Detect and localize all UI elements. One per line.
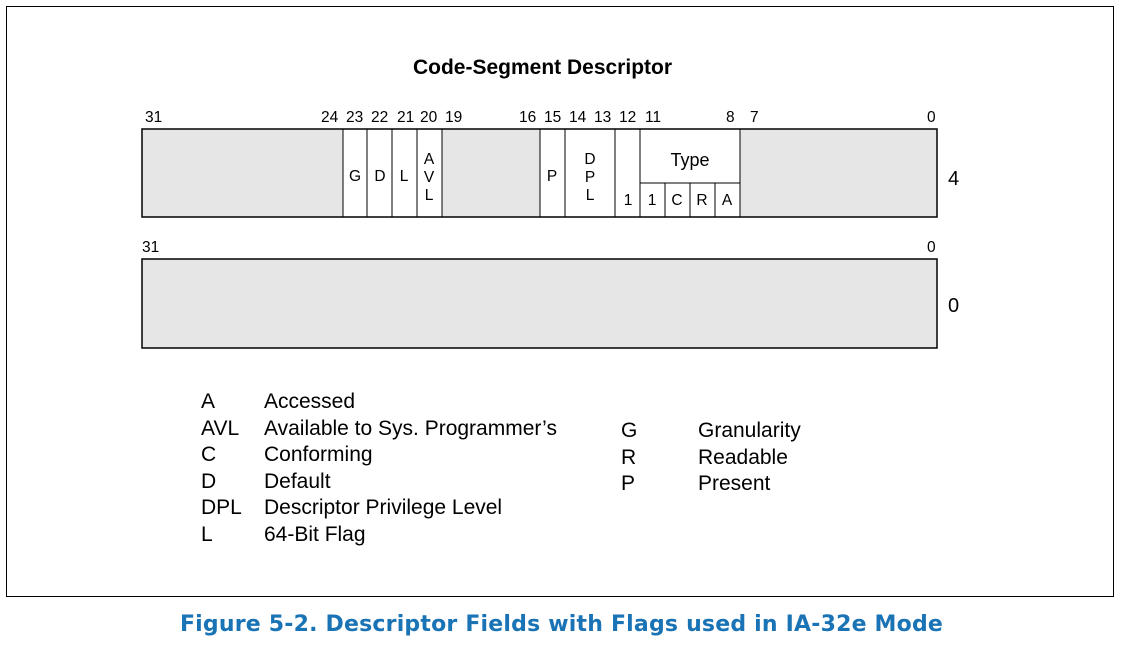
field-dividers [342, 129, 741, 217]
bit-label-31: 31 [145, 109, 162, 126]
legend-desc: 64-Bit Flag [264, 522, 366, 546]
upper-dword-box: G D L A V L P D P L 1 Type 1 C R A 4 [141, 128, 959, 218]
legend-desc: Accessed [264, 390, 356, 413]
legend-desc: Default [264, 469, 331, 493]
bit-label-11: 11 [645, 109, 661, 126]
legend-item: C Conforming [201, 442, 557, 469]
legend-key: A [201, 390, 216, 413]
legend-key: AVL [201, 416, 240, 440]
figure-caption: Figure 5-2. Descriptor Fields with Flags… [179, 612, 944, 637]
legend-desc: Present [698, 472, 771, 495]
field-s-bit: 1 [624, 192, 633, 209]
field-p: P [547, 168, 557, 185]
bit-label-12: 12 [619, 109, 636, 126]
legend-key: L [201, 522, 213, 546]
field-dpl-p: P [585, 169, 595, 186]
legend-right: G Granularity R Readable P Present [621, 418, 801, 498]
lower-bit-label-31: 31 [142, 239, 159, 256]
bit-label-7: 7 [750, 109, 759, 126]
base-31-24-field [142, 129, 343, 217]
legend-item: D Default [201, 469, 557, 496]
field-letters: G D L A V L P D P L 1 Type 1 C R A [349, 150, 733, 209]
bit-label-22: 22 [371, 109, 388, 126]
type-bit-c: C [671, 192, 682, 209]
field-avl-a: A [424, 151, 435, 168]
legend-item: A Accessed [201, 389, 557, 416]
type-bit-a: A [722, 192, 733, 209]
descriptor-diagram: 31 24 23 22 21 20 19 16 15 14 13 12 11 8… [141, 109, 959, 349]
upper-dword-offset: 4 [948, 168, 959, 190]
bit-label-16: 16 [519, 109, 536, 126]
legend-key: D [201, 469, 217, 493]
bit-label-21: 21 [397, 109, 414, 126]
lower-dword-offset: 0 [948, 295, 959, 317]
legend-desc: Available to Sys. Programmer’s [264, 416, 557, 440]
legend-left: A Accessed AVL Available to Sys. Program… [201, 389, 557, 548]
bit-label-20: 20 [420, 109, 438, 126]
field-avl-l: L [425, 187, 434, 204]
legend-desc: Conforming [264, 443, 373, 466]
diagram-title: Code-Segment Descriptor [412, 56, 673, 79]
bit-label-8: 8 [726, 109, 735, 126]
legend-key: G [621, 419, 638, 442]
upper-dword-bit-labels: 31 24 23 22 21 20 19 16 15 14 13 12 11 8… [145, 109, 936, 126]
seg-limit-19-16-field [442, 129, 540, 217]
type-label: Type [670, 150, 709, 170]
legend-key: DPL [201, 496, 242, 519]
legend-key: P [621, 472, 636, 495]
legend-item: L 64-Bit Flag [201, 522, 557, 549]
legend-desc: Readable [698, 445, 788, 469]
bit-label-19: 19 [445, 109, 462, 126]
field-g: G [349, 168, 361, 185]
legend-key: R [621, 445, 637, 469]
legend-item: G Granularity [621, 418, 801, 445]
field-dpl-d: D [584, 151, 595, 168]
lower-dword-box: 0 [141, 258, 959, 349]
legend-desc: Descriptor Privilege Level [264, 496, 503, 519]
type-bit-r: R [696, 192, 707, 209]
bit-label-15: 15 [544, 109, 561, 126]
field-l: L [400, 168, 409, 185]
field-avl-v: V [424, 169, 435, 186]
bit-label-14: 14 [569, 109, 587, 126]
type-bit-1: 1 [648, 192, 657, 209]
legend-key: C [201, 443, 217, 466]
legend-item: R Readable [621, 445, 801, 472]
figure-frame [6, 6, 1114, 597]
lower-bit-label-0: 0 [927, 239, 936, 256]
legend-item: DPL Descriptor Privilege Level [201, 495, 557, 522]
legend-desc: Granularity [698, 419, 801, 442]
bit-label-13: 13 [594, 109, 611, 126]
field-d: D [374, 168, 385, 185]
legend-item: AVL Available to Sys. Programmer’s [201, 416, 557, 443]
lower-dword-bit-labels: 31 0 [142, 239, 936, 256]
bit-label-24: 24 [321, 109, 339, 126]
bit-label-23: 23 [346, 109, 363, 126]
legend-item: P Present [621, 471, 801, 498]
lower-dword-outline [141, 258, 938, 349]
bit-label-0: 0 [927, 109, 936, 126]
field-dpl-l: L [586, 187, 595, 204]
base-23-16-field [740, 129, 937, 217]
